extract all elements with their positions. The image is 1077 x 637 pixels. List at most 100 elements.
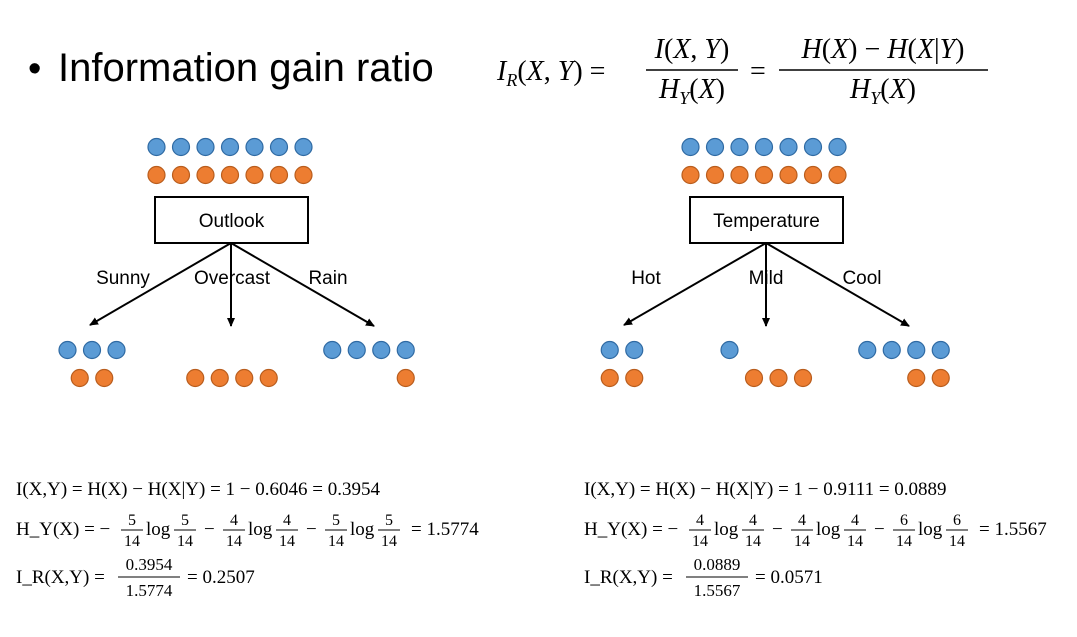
orange-dot xyxy=(730,165,749,185)
branch-label-mild: Mild xyxy=(749,268,784,289)
leaf-dots-sunny xyxy=(58,340,126,388)
split-info-lhs: H_Y(X) = − xyxy=(584,519,678,540)
branch-label-rain: Rain xyxy=(308,268,347,289)
orange-dot xyxy=(779,165,798,185)
leaf-dots-mild xyxy=(720,340,813,388)
log-word: log xyxy=(146,519,171,540)
minus-sign: − xyxy=(874,519,885,540)
header-formula-equals: = xyxy=(750,56,766,87)
root-dots-temperature xyxy=(681,137,847,185)
blue-dot xyxy=(323,340,342,360)
branch-arrow-hot xyxy=(623,242,767,326)
fraction-numerator: 5 xyxy=(181,512,189,529)
orange-dot xyxy=(171,165,191,185)
fraction-numerator: 4 xyxy=(283,512,291,529)
blue-dot xyxy=(269,137,289,157)
fraction-numerator: 4 xyxy=(851,512,859,529)
blue-dot xyxy=(730,137,749,157)
log-word: log xyxy=(248,519,273,540)
slide-title: • Information gain ratio xyxy=(28,46,434,90)
orange-dot xyxy=(803,165,823,185)
orange-dot xyxy=(210,368,229,388)
blue-dot xyxy=(803,137,823,157)
blue-dot xyxy=(147,137,166,157)
blue-dot xyxy=(196,137,215,157)
blue-dot xyxy=(396,340,415,360)
orange-dot xyxy=(907,368,926,388)
orange-dot xyxy=(793,368,813,388)
orange-dot xyxy=(294,165,313,185)
info-gain-formula: I(X,Y) = H(X) − H(X|Y) = 1 − 0.6046 = 0.… xyxy=(16,479,380,500)
blue-dot xyxy=(294,137,313,157)
split-info-result: = 1.5774 xyxy=(411,519,479,540)
title-text: Information gain ratio xyxy=(58,46,434,90)
header-frac2-num: H(X) − H(X|Y) xyxy=(801,34,965,65)
leaf-dots-overcast xyxy=(186,368,278,388)
fraction-numerator: 6 xyxy=(900,512,908,529)
fraction-numerator: 4 xyxy=(798,512,806,529)
blue-dot xyxy=(107,340,126,360)
log-word: log xyxy=(714,519,739,540)
leaf-dots-rain xyxy=(323,340,415,388)
branch-arrow-sunny xyxy=(89,242,232,326)
orange-dot xyxy=(754,165,774,185)
split-info-result: = 1.5567 xyxy=(979,519,1047,540)
orange-dot xyxy=(600,368,619,388)
orange-dot xyxy=(70,368,89,388)
orange-dot xyxy=(931,368,950,388)
blue-dot xyxy=(828,137,847,157)
branch-label-sunny: Sunny xyxy=(96,268,150,289)
title-bullet: • xyxy=(28,48,41,90)
orange-dot xyxy=(744,368,764,388)
log-word: log xyxy=(816,519,841,540)
split-info-lhs: H_Y(X) = − xyxy=(16,519,110,540)
minus-sign: − xyxy=(772,519,783,540)
fraction-denominator: 14 xyxy=(847,533,863,550)
orange-dot xyxy=(196,165,215,185)
root-node-box-outlook xyxy=(154,196,309,244)
blue-dot xyxy=(58,340,77,360)
orange-dot xyxy=(396,368,415,388)
orange-dot xyxy=(147,165,166,185)
orange-dot xyxy=(245,165,264,185)
orange-dot xyxy=(769,368,788,388)
tree-outlook: Outlook Sunny Overcast Rain xyxy=(58,137,415,388)
blue-dot xyxy=(171,137,191,157)
blue-dot xyxy=(882,340,901,360)
orange-dot xyxy=(259,368,278,388)
fraction-denominator: 14 xyxy=(794,533,810,550)
header-frac1-num: I(X, Y) xyxy=(654,34,730,65)
orange-dot xyxy=(681,165,700,185)
blue-dot xyxy=(907,340,926,360)
fraction-numerator: 4 xyxy=(749,512,757,529)
fraction-numerator: 5 xyxy=(332,512,340,529)
blue-dot xyxy=(931,340,950,360)
fraction-denominator: 14 xyxy=(381,533,397,550)
orange-dot xyxy=(828,165,847,185)
fraction-denominator: 14 xyxy=(279,533,295,550)
log-word: log xyxy=(350,519,375,540)
minus-sign: − xyxy=(306,519,317,540)
gain-ratio-lhs: I_R(X,Y) = xyxy=(584,567,673,588)
formulas-temperature: I(X,Y) = H(X) − H(X|Y) = 1 − 0.9111 = 0.… xyxy=(584,479,1047,600)
gain-ratio-result: = 0.2507 xyxy=(187,567,255,588)
blue-dot xyxy=(625,340,644,360)
leaf-dots-cool xyxy=(858,340,950,388)
blue-dot xyxy=(600,340,619,360)
blue-dot xyxy=(245,137,264,157)
branch-label-overcast: Overcast xyxy=(194,268,271,289)
branch-arrow-rain xyxy=(230,242,375,327)
branch-label-cool: Cool xyxy=(842,268,881,289)
formulas-outlook: I(X,Y) = H(X) − H(X|Y) = 1 − 0.6046 = 0.… xyxy=(16,479,479,600)
blue-dot xyxy=(754,137,774,157)
log-word: log xyxy=(918,519,943,540)
minus-sign: − xyxy=(204,519,215,540)
orange-dot xyxy=(186,368,205,388)
blue-dot xyxy=(681,137,700,157)
fraction-numerator: 4 xyxy=(696,512,704,529)
orange-dot xyxy=(269,165,289,185)
blue-dot xyxy=(705,137,725,157)
header-frac2-den: HY(X) xyxy=(849,74,916,108)
gain-ratio-denominator: 1.5774 xyxy=(126,581,173,600)
